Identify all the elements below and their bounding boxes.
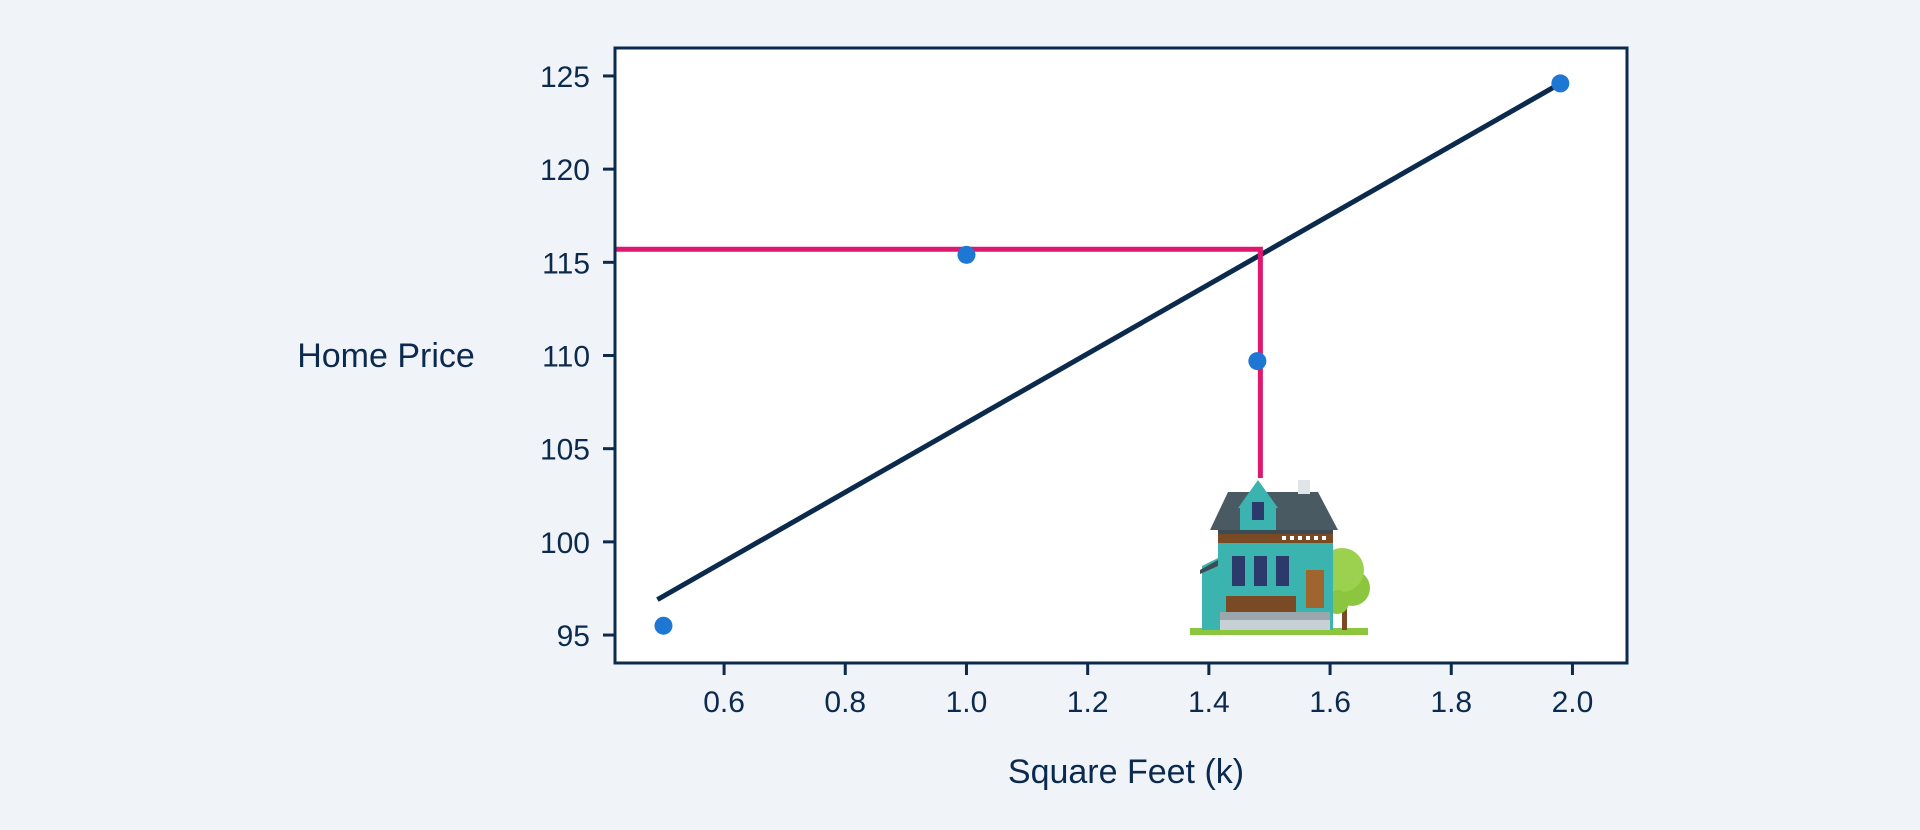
- y-tick-label: 110: [542, 341, 590, 374]
- y-tick-label: 100: [540, 527, 590, 560]
- y-axis-title: Home Price: [297, 337, 475, 375]
- x-tick-label: 0.8: [824, 686, 866, 719]
- scatter-point: [957, 245, 976, 264]
- x-tick-label: 1.2: [1067, 686, 1109, 719]
- scatter-point: [654, 616, 673, 635]
- plot-area: [615, 48, 1627, 663]
- scatter-point: [1551, 74, 1570, 93]
- scatter-point: [1248, 352, 1267, 371]
- x-ticks: 0.6 0.8 1.0 1.2 1.4 1.6 1.8 2.0: [703, 663, 1593, 719]
- x-tick-label: 0.6: [703, 686, 745, 719]
- y-tick-label: 120: [540, 154, 590, 187]
- scatter-points: [654, 74, 1570, 635]
- y-ticks: 95 100 105 110 115 120 125: [540, 61, 615, 653]
- y-tick-label: 95: [557, 620, 590, 653]
- y-tick-label: 125: [540, 61, 590, 94]
- x-tick-label: 1.8: [1430, 686, 1472, 719]
- house-icon: [1190, 480, 1370, 635]
- plot-frame: [613, 46, 1629, 665]
- x-axis-title: Square Feet (k): [1008, 753, 1244, 791]
- y-tick-label: 105: [540, 434, 590, 467]
- prediction-line: [615, 246, 1263, 478]
- y-tick-label: 115: [542, 247, 590, 280]
- x-tick-label: 1.0: [946, 686, 988, 719]
- x-tick-label: 2.0: [1552, 686, 1594, 719]
- trend-line: [656, 81, 1562, 602]
- x-tick-label: 1.6: [1309, 686, 1351, 719]
- x-tick-label: 1.4: [1188, 686, 1230, 719]
